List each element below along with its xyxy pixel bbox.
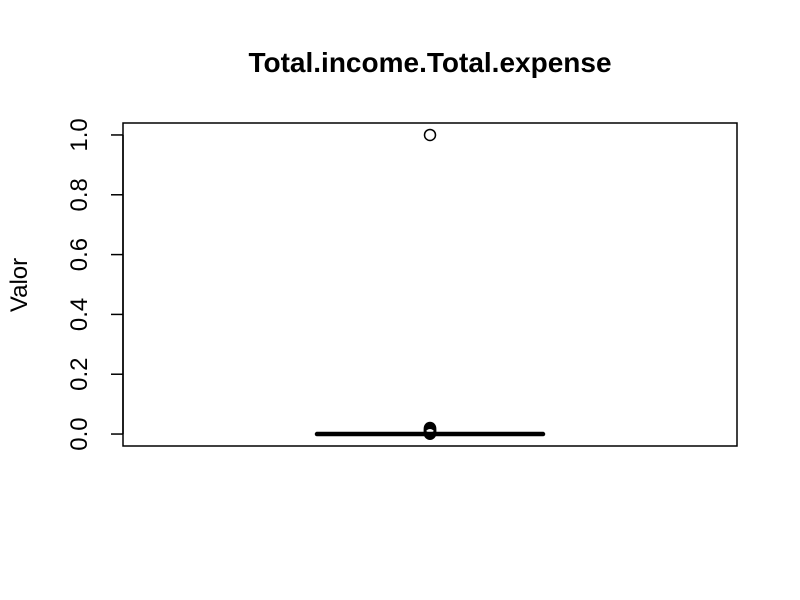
y-tick-label: 0.4: [66, 298, 93, 331]
outlier-point: [423, 128, 437, 142]
y-tick-label: 1.0: [66, 118, 93, 151]
y-axis: 0.0 0.2 0.4 0.6 0.8 1.0: [66, 118, 124, 451]
y-tick-label: 0.6: [66, 238, 93, 271]
outlier-point: [423, 427, 437, 440]
y-axis-label: Valor: [6, 258, 33, 312]
y-tick-label: 0.8: [66, 178, 93, 211]
plot-frame: [122, 122, 738, 447]
y-tick-label: 0.2: [66, 358, 93, 391]
outliers: [423, 128, 437, 440]
chart-title: Total.income.Total.expense: [248, 47, 611, 78]
y-tick-label: 0.0: [66, 417, 93, 450]
